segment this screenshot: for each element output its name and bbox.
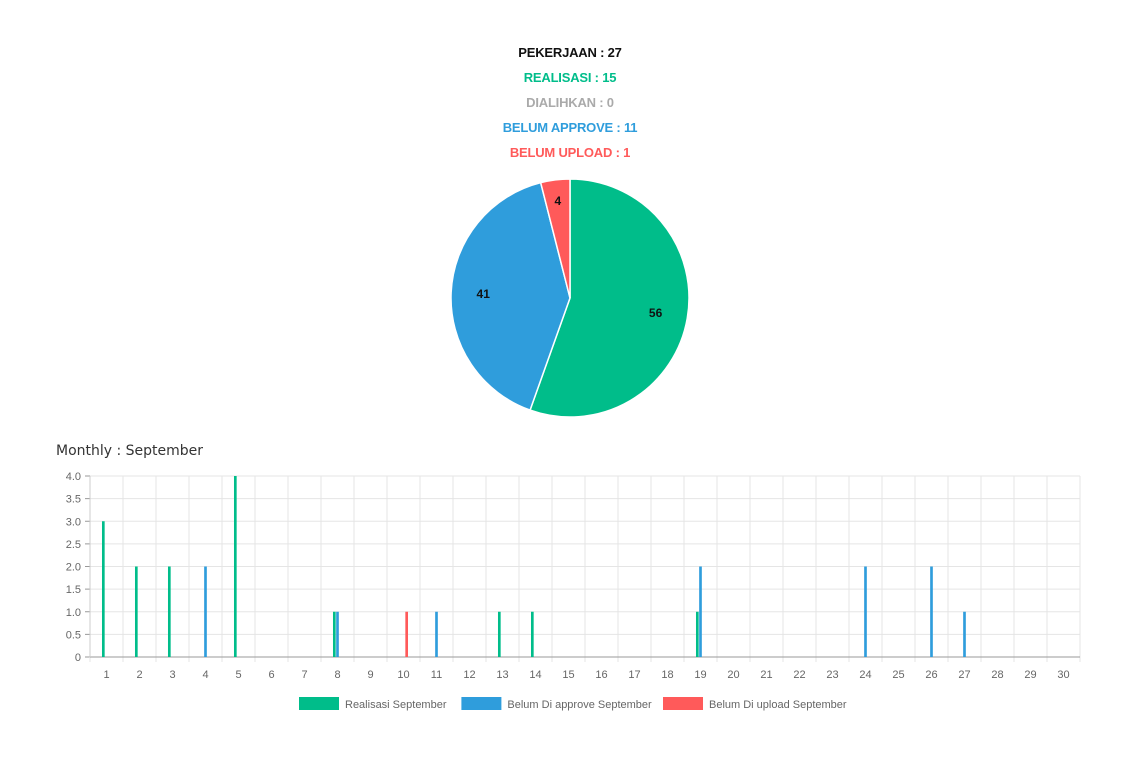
y-tick-label: 3.0 [66,516,81,528]
bar-realisasi-september-day-19 [695,611,699,657]
y-tick-label: 3.5 [66,494,81,506]
bar-realisasi-september-day-8 [332,611,336,657]
x-tick-label: 9 [367,669,373,681]
legend-item[interactable]: Realisasi September [299,697,447,711]
x-tick-label: 2 [136,669,142,681]
x-tick-label: 14 [529,669,541,681]
dialihkan-count: DIALIHKAN : 0 [526,95,614,110]
bar-belum-di-approve-september-day-8 [336,611,339,657]
monthly-bar-chart: 0 0.5 1.0 1.5 2.0 2.5 3.0 3.5 4.0 1 2 3 4 5 6 7 8 9 10 11 12… [50,465,1090,715]
x-tick-label: 17 [628,669,640,681]
x-tick-label: 22 [793,669,805,681]
bar-realisasi-september-day-14 [530,611,534,657]
legend-label[interactable]: Belum Di upload September [709,699,847,711]
bar-realisasi-september-day-1 [101,521,105,657]
x-tick-label: 23 [826,669,838,681]
x-tick-label: 26 [925,669,937,681]
pie-slice-belum-upload [539,178,571,299]
bar-belum-di-approve-september-day-24 [864,566,867,657]
bar-chart-svg: 00.51.01.52.02.53.03.54.01 2 3 4 5 6 7 8 9 10 11 12… [66,471,1081,711]
bar-realisasi-september-day-2 [134,566,138,657]
x-tick-label: 7 [301,669,307,681]
legend-swatch[interactable] [461,697,502,710]
y-tick-label: 1.5 [66,584,81,596]
pie-data-label: 41 [477,287,491,301]
legend-item[interactable]: Belum Di upload September [663,697,847,711]
bar-belum-di-approve-september-day-4 [204,566,207,657]
x-tick-label: 6 [268,669,274,681]
summary-panel: PEKERJAAN : 27 REALISASI : 15 DIALIHKAN … [0,40,1140,165]
y-tick-label: 2.5 [66,539,81,551]
pie-data-label: 4 [555,194,562,208]
legend-item[interactable]: Belum Di approve September [461,697,652,711]
y-tick-label: 2.0 [66,562,81,574]
y-tick-label: 4.0 [66,471,81,483]
bar-realisasi-september-day-3 [167,566,171,657]
pie-chart-svg: 56 41 4 [450,178,690,418]
legend-swatch[interactable] [663,697,703,710]
y-tick-label: 0.5 [66,629,81,641]
x-tick-label: 1 [103,669,109,681]
x-tick-label: 25 [892,669,904,681]
realisasi-count: REALISASI : 15 [523,70,617,85]
y-tick-label: 0 [75,652,81,664]
x-tick-label: 13 [496,669,508,681]
x-tick-label: 12 [463,669,475,681]
x-tick-label: 19 [694,669,706,681]
bar-belum-di-approve-september-day-27 [963,611,966,657]
bar-realisasi-september-day-5 [233,476,237,657]
monthly-chart-title: Monthly : September [56,443,204,459]
x-tick-label: 8 [334,669,340,681]
bar-belum-di-approve-september-day-19 [699,566,702,657]
x-tick-label: 15 [562,669,574,681]
x-tick-label: 29 [1024,669,1036,681]
pie-slice-realisasi [529,178,690,418]
bar-belum-di-approve-september-day-26 [930,566,933,657]
x-tick-label: 20 [727,669,739,681]
x-tick-label: 24 [859,669,871,681]
bar-realisasi-september-day-13 [497,611,501,657]
x-tick-label: 21 [760,669,772,681]
x-tick-label: 27 [958,669,970,681]
pie-slice-belum-approve [450,181,571,412]
x-tick-label: 10 [397,669,409,681]
x-tick-label: 28 [991,669,1003,681]
pekerjaan-count: PEKERJAAN : 27 [518,45,622,60]
legend-label[interactable]: Realisasi September [345,699,447,711]
x-tick-label: 18 [661,669,673,681]
legend-swatch[interactable] [299,697,339,710]
x-tick-label: 16 [595,669,607,681]
y-tick-label: 1.0 [66,607,81,619]
x-tick-label: 30 [1057,669,1069,681]
bar-belum-di-approve-september-day-11 [435,611,438,657]
x-tick-label: 4 [202,669,208,681]
x-tick-label: 5 [235,669,241,681]
bar-belum-di-upload-september-day-10 [405,611,409,657]
pie-chart: 56 41 4 [440,168,700,428]
legend-label[interactable]: Belum Di approve September [507,699,652,711]
pie-data-label: 56 [649,306,663,320]
belum-upload-count: BELUM UPLOAD : 1 [509,145,631,160]
belum-approve-count: BELUM APPROVE : 11 [502,120,638,135]
x-tick-label: 11 [431,669,442,681]
x-tick-label: 3 [169,669,175,681]
